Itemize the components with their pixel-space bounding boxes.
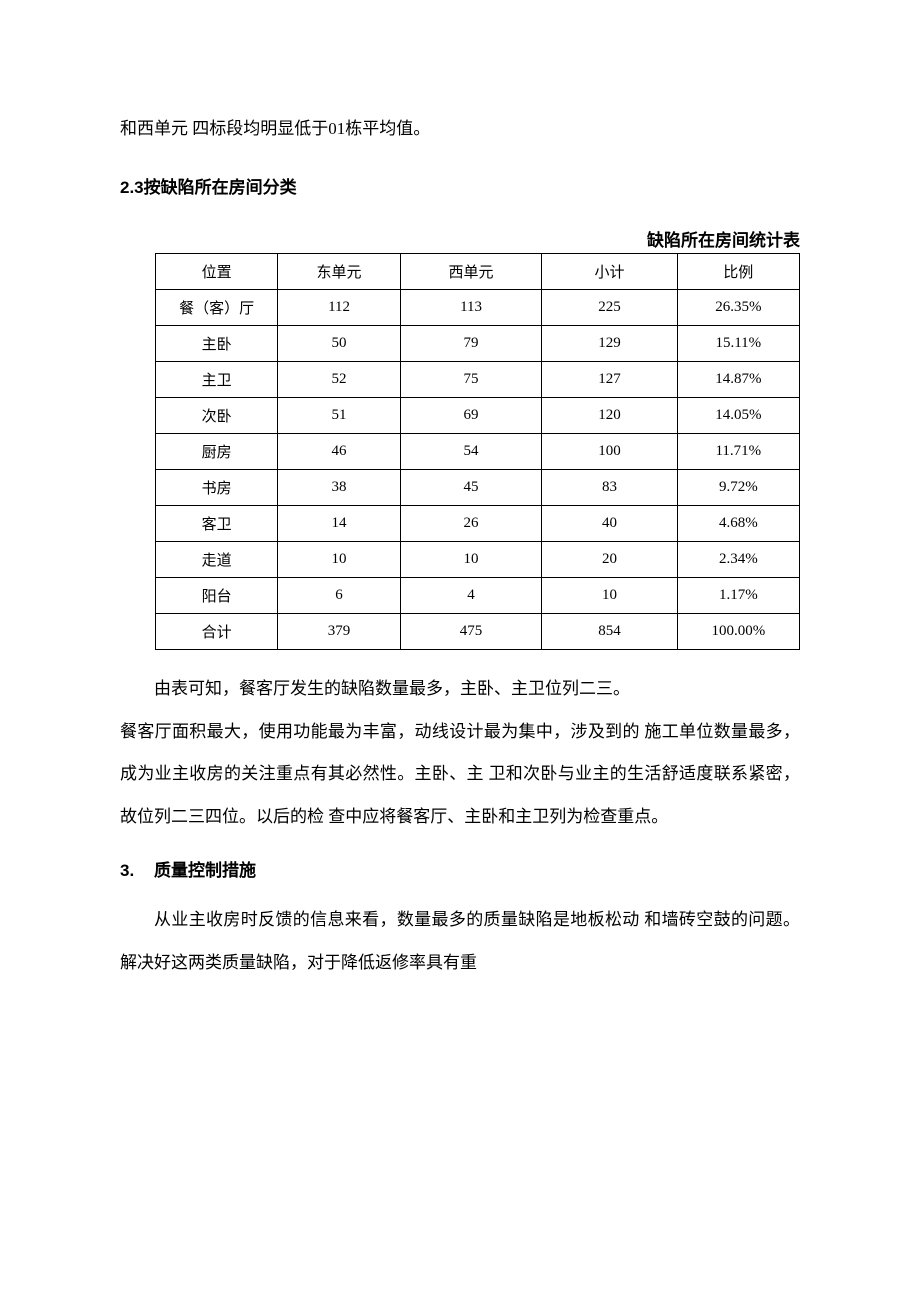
table-header-cell: 位置 xyxy=(156,254,278,290)
table-cell: 20 xyxy=(542,542,677,578)
table-cell: 14 xyxy=(278,506,400,542)
table-cell: 79 xyxy=(400,326,542,362)
table-row: 厨房465410011.71% xyxy=(156,434,800,470)
table-row: 合计379475854100.00% xyxy=(156,614,800,650)
table-cell: 52 xyxy=(278,362,400,398)
table-row: 书房3845839.72% xyxy=(156,470,800,506)
table-cell: 6 xyxy=(278,578,400,614)
table-cell: 11.71% xyxy=(677,434,799,470)
table-cell: 50 xyxy=(278,326,400,362)
table-cell: 51 xyxy=(278,398,400,434)
table-cell: 475 xyxy=(400,614,542,650)
table-cell: 4.68% xyxy=(677,506,799,542)
table-cell: 75 xyxy=(400,362,542,398)
table-cell: 129 xyxy=(542,326,677,362)
table-cell: 2.34% xyxy=(677,542,799,578)
table-cell: 阳台 xyxy=(156,578,278,614)
table-cell: 走道 xyxy=(156,542,278,578)
table-cell: 26 xyxy=(400,506,542,542)
table-cell: 主卫 xyxy=(156,362,278,398)
table-header-row: 位置 东单元 西单元 小计 比例 xyxy=(156,254,800,290)
table-header-cell: 东单元 xyxy=(278,254,400,290)
table-row: 客卫1426404.68% xyxy=(156,506,800,542)
table-cell: 100.00% xyxy=(677,614,799,650)
analysis-paragraph: 由表可知，餐客厅发生的缺陷数量最多，主卧、主卫位列二三。 餐客厅面积最大，使用功… xyxy=(120,668,800,838)
table-cell: 40 xyxy=(542,506,677,542)
table-header-cell: 比例 xyxy=(677,254,799,290)
table-cell: 26.35% xyxy=(677,290,799,326)
heading-3-text: 质量控制措施 xyxy=(154,861,256,880)
table-cell: 379 xyxy=(278,614,400,650)
table-cell: 120 xyxy=(542,398,677,434)
table-cell: 合计 xyxy=(156,614,278,650)
table-cell: 1.17% xyxy=(677,578,799,614)
table-cell: 14.87% xyxy=(677,362,799,398)
table-cell: 4 xyxy=(400,578,542,614)
table-header-cell: 西单元 xyxy=(400,254,542,290)
table-cell: 69 xyxy=(400,398,542,434)
table-cell: 112 xyxy=(278,290,400,326)
table-cell: 54 xyxy=(400,434,542,470)
table-row: 阳台64101.17% xyxy=(156,578,800,614)
table-cell: 113 xyxy=(400,290,542,326)
table-cell: 38 xyxy=(278,470,400,506)
table-row: 次卧516912014.05% xyxy=(156,398,800,434)
table-cell: 10 xyxy=(278,542,400,578)
table-cell: 10 xyxy=(542,578,677,614)
table-cell: 46 xyxy=(278,434,400,470)
table-cell: 主卧 xyxy=(156,326,278,362)
heading-3-number: 3. xyxy=(120,861,154,881)
table-cell: 45 xyxy=(400,470,542,506)
table-row: 主卧507912915.11% xyxy=(156,326,800,362)
table-row: 主卫527512714.87% xyxy=(156,362,800,398)
quality-control-paragraph: 从业主收房时反馈的信息来看，数量最多的质量缺陷是地板松动 和墙砖空鼓的问题。解决… xyxy=(120,899,800,984)
table-cell: 14.05% xyxy=(677,398,799,434)
table-header-cell: 小计 xyxy=(542,254,677,290)
intro-line: 和西单元 四标段均明显低于01栋平均值。 xyxy=(120,110,800,147)
table-cell: 15.11% xyxy=(677,326,799,362)
heading-2-3: 2.3按缺陷所在房间分类 xyxy=(120,173,800,198)
table-cell: 127 xyxy=(542,362,677,398)
para-line-1: 由表可知，餐客厅发生的缺陷数量最多，主卧、主卫位列二三。 xyxy=(120,668,800,711)
table-cell: 次卧 xyxy=(156,398,278,434)
table-cell: 客卫 xyxy=(156,506,278,542)
table-row: 餐（客）厅11211322526.35% xyxy=(156,290,800,326)
table-cell: 100 xyxy=(542,434,677,470)
heading-3: 3.质量控制措施 xyxy=(120,856,800,881)
para-rest: 餐客厅面积最大，使用功能最为丰富，动线设计最为集中，涉及到的 施工单位数量最多，… xyxy=(120,711,800,839)
table-row: 走道1010202.34% xyxy=(156,542,800,578)
table-cell: 225 xyxy=(542,290,677,326)
table-cell: 9.72% xyxy=(677,470,799,506)
table-title: 缺陷所在房间统计表 xyxy=(120,226,800,251)
table-cell: 书房 xyxy=(156,470,278,506)
table-wrap: 位置 东单元 西单元 小计 比例 餐（客）厅11211322526.35%主卧5… xyxy=(120,253,800,650)
table-cell: 854 xyxy=(542,614,677,650)
defect-room-table: 位置 东单元 西单元 小计 比例 餐（客）厅11211322526.35%主卧5… xyxy=(155,253,800,650)
table-cell: 10 xyxy=(400,542,542,578)
table-cell: 餐（客）厅 xyxy=(156,290,278,326)
table-cell: 83 xyxy=(542,470,677,506)
table-cell: 厨房 xyxy=(156,434,278,470)
